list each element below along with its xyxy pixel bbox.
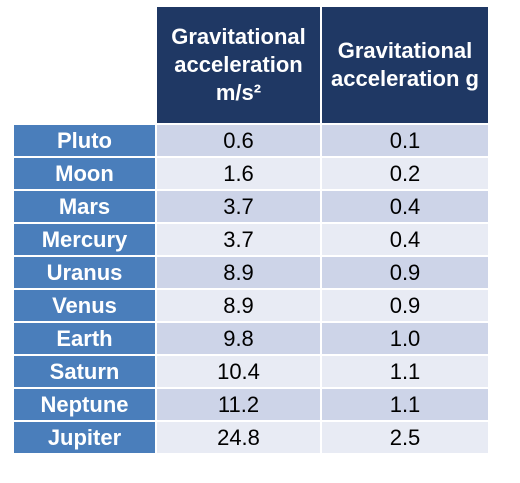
value-cell: 1.1 xyxy=(320,354,490,389)
value-cell: 0.4 xyxy=(320,189,490,224)
value-cell: 3.7 xyxy=(155,222,322,257)
table-row: Venus 8.9 0.9 xyxy=(12,288,490,323)
value-cell: 2.5 xyxy=(320,420,490,455)
value-cell: 10.4 xyxy=(155,354,322,389)
value-cell: 1.1 xyxy=(320,387,490,422)
value-cell: 9.8 xyxy=(155,321,322,356)
body-name: Saturn xyxy=(12,354,157,389)
body-name: Neptune xyxy=(12,387,157,422)
value-cell: 0.4 xyxy=(320,222,490,257)
column-header: Gravitational acceleration m/s² xyxy=(155,5,322,125)
empty-header xyxy=(12,5,157,125)
gravity-table: Gravitational acceleration m/s² Gravitat… xyxy=(12,5,490,455)
table-row: Earth 9.8 1.0 xyxy=(12,321,490,356)
table-row: Jupiter 24.8 2.5 xyxy=(12,420,490,455)
body-name: Pluto xyxy=(12,123,157,158)
value-cell: 1.0 xyxy=(320,321,490,356)
body-name: Jupiter xyxy=(12,420,157,455)
header-row: Gravitational acceleration m/s² Gravitat… xyxy=(12,5,490,125)
table-row: Moon 1.6 0.2 xyxy=(12,156,490,191)
body-name: Earth xyxy=(12,321,157,356)
body-name: Uranus xyxy=(12,255,157,290)
table-row: Saturn 10.4 1.1 xyxy=(12,354,490,389)
body-name: Moon xyxy=(12,156,157,191)
value-cell: 24.8 xyxy=(155,420,322,455)
value-cell: 0.9 xyxy=(320,288,490,323)
body-name: Mercury xyxy=(12,222,157,257)
value-cell: 8.9 xyxy=(155,255,322,290)
value-cell: 0.1 xyxy=(320,123,490,158)
table-row: Mercury 3.7 0.4 xyxy=(12,222,490,257)
body-name: Venus xyxy=(12,288,157,323)
table-row: Neptune 11.2 1.1 xyxy=(12,387,490,422)
value-cell: 3.7 xyxy=(155,189,322,224)
value-cell: 0.2 xyxy=(320,156,490,191)
value-cell: 0.6 xyxy=(155,123,322,158)
body-name: Mars xyxy=(12,189,157,224)
value-cell: 0.9 xyxy=(320,255,490,290)
table-body: Pluto 0.6 0.1 Moon 1.6 0.2 Mars 3.7 0.4 Mercury 3.… xyxy=(12,123,490,455)
table-row: Pluto 0.6 0.1 xyxy=(12,123,490,158)
table-row: Mars 3.7 0.4 xyxy=(12,189,490,224)
column-header: Gravitational acceleration g xyxy=(320,5,490,125)
value-cell: 8.9 xyxy=(155,288,322,323)
value-cell: 1.6 xyxy=(155,156,322,191)
value-cell: 11.2 xyxy=(155,387,322,422)
table-row: Uranus 8.9 0.9 xyxy=(12,255,490,290)
